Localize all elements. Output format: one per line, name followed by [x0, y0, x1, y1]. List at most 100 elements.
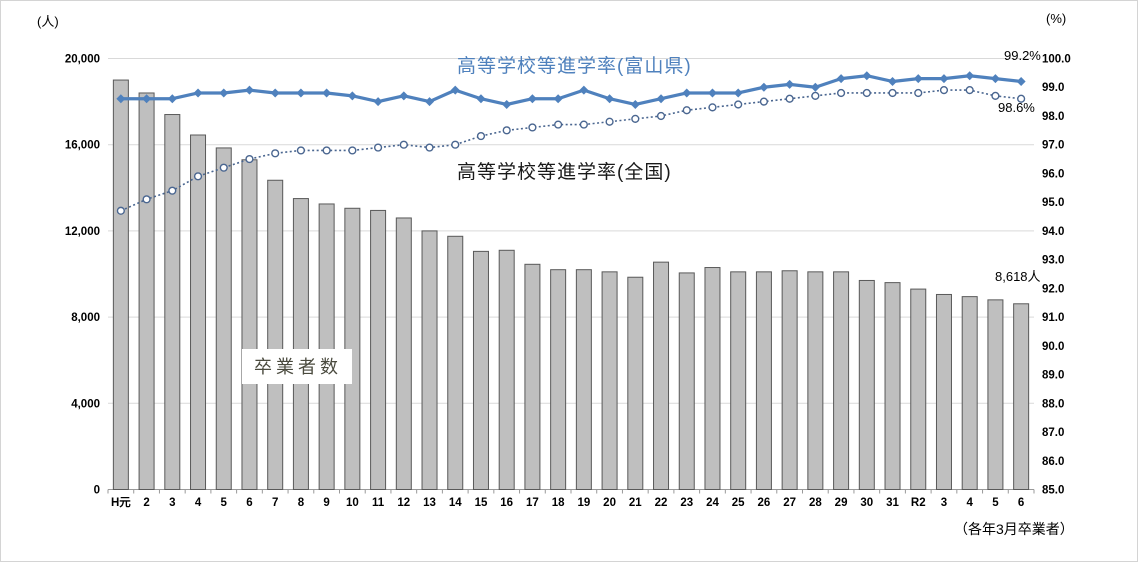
svg-text:3: 3: [169, 497, 175, 509]
bar-R2: [910, 288, 927, 490]
svg-text:29: 29: [835, 497, 848, 509]
svg-text:16: 16: [500, 497, 513, 509]
svg-text:99.0: 99.0: [1042, 82, 1064, 94]
svg-text:100.0: 100.0: [1042, 54, 1071, 66]
national-series-label: 高等学校等進学率(全国): [457, 162, 672, 183]
svg-text:31: 31: [886, 497, 899, 509]
bar-27: [781, 270, 798, 490]
svg-text:93.0: 93.0: [1042, 255, 1064, 267]
left-axis-labels: 20,000 16,000 12,000 8,000 4,000 0: [65, 54, 100, 497]
svg-text:98.0: 98.0: [1042, 111, 1064, 123]
svg-text:0: 0: [94, 485, 100, 497]
toyama-series-label: 高等学校等進学率(富山県): [457, 56, 692, 77]
left-axis-unit-label: (人): [37, 14, 59, 29]
svg-text:21: 21: [629, 497, 642, 509]
svg-text:23: 23: [680, 497, 693, 509]
bar-19: [575, 269, 592, 490]
bar-25: [730, 271, 747, 490]
svg-text:9: 9: [323, 497, 329, 509]
bar-H元: [112, 79, 129, 491]
bar-24: [704, 267, 721, 490]
bar-9: [318, 203, 335, 490]
svg-text:91.0: 91.0: [1042, 312, 1064, 324]
bar-23: [678, 272, 695, 490]
svg-text:5: 5: [221, 497, 228, 509]
svg-text:92.0: 92.0: [1042, 283, 1064, 295]
bar-15: [472, 250, 489, 490]
svg-text:26: 26: [758, 497, 771, 509]
svg-text:85.0: 85.0: [1042, 485, 1064, 497]
bar-30: [858, 279, 875, 490]
svg-text:18: 18: [552, 497, 565, 509]
bar-29: [833, 271, 850, 490]
svg-text:24: 24: [706, 497, 719, 509]
toyama-rate-line-series: [116, 71, 1026, 109]
svg-text:10: 10: [346, 497, 359, 509]
right-axis-labels: 100.0 99.0 98.0 97.0 96.0 95.0 94.0 93.0 92.0 91.…: [1042, 54, 1071, 497]
bar-4: [190, 134, 207, 490]
svg-text:20: 20: [603, 497, 616, 509]
x-axis-tick-marks: [107, 489, 1035, 494]
bar-11: [370, 209, 387, 491]
svg-text:25: 25: [732, 497, 745, 509]
svg-text:12,000: 12,000: [65, 226, 100, 238]
toyama-last-value-annotation: 99.2%: [1004, 48, 1041, 63]
svg-text:20,000: 20,000: [65, 54, 100, 66]
bar-6: [1013, 303, 1030, 490]
svg-text:86.0: 86.0: [1042, 456, 1064, 468]
svg-text:90.0: 90.0: [1042, 341, 1064, 353]
svg-text:3: 3: [941, 497, 947, 509]
bar-5: [987, 299, 1004, 490]
svg-text:12: 12: [397, 497, 410, 509]
bar-5: [215, 147, 232, 490]
national-last-value-annotation: 98.6%: [998, 100, 1035, 115]
svg-text:5: 5: [992, 497, 999, 509]
graduates-last-value-annotation: 8,618人: [995, 269, 1041, 284]
bar-12: [395, 217, 412, 490]
svg-text:27: 27: [783, 497, 796, 509]
svg-text:14: 14: [449, 497, 462, 509]
x-axis-footnote: （各年3月卒業者）: [954, 521, 1074, 537]
svg-text:H元: H元: [111, 496, 131, 509]
bar-20: [601, 271, 618, 490]
svg-text:87.0: 87.0: [1042, 427, 1064, 439]
graduates-bars-series: [112, 79, 1030, 491]
bar-3: [935, 293, 952, 490]
graduates-series-label: 卒業者数: [242, 349, 352, 384]
bar-14: [447, 235, 464, 490]
svg-text:7: 7: [272, 497, 278, 509]
svg-text:94.0: 94.0: [1042, 226, 1064, 238]
bar-2: [138, 92, 155, 490]
svg-text:6: 6: [246, 497, 252, 509]
right-axis-unit-label: (%): [1046, 11, 1067, 26]
bar-21: [627, 276, 644, 491]
svg-text:4: 4: [966, 497, 973, 509]
bar-26: [755, 271, 772, 490]
bar-3: [164, 114, 181, 490]
bar-6: [241, 159, 258, 490]
svg-text:15: 15: [475, 497, 488, 509]
bar-8: [292, 198, 309, 490]
svg-text:96.0: 96.0: [1042, 168, 1064, 180]
svg-text:4: 4: [195, 497, 202, 509]
bar-22: [653, 261, 670, 490]
svg-text:8,000: 8,000: [71, 312, 100, 324]
svg-text:2: 2: [143, 497, 149, 509]
svg-text:16,000: 16,000: [65, 140, 100, 152]
bar-31: [884, 282, 901, 490]
bar-4: [961, 296, 978, 490]
svg-text:28: 28: [809, 497, 822, 509]
svg-text:89.0: 89.0: [1042, 370, 1064, 382]
svg-text:4,000: 4,000: [71, 398, 100, 410]
svg-text:6: 6: [1018, 497, 1024, 509]
svg-text:22: 22: [655, 497, 668, 509]
svg-text:97.0: 97.0: [1042, 140, 1064, 152]
svg-text:88.0: 88.0: [1042, 398, 1064, 410]
svg-text:17: 17: [526, 497, 539, 509]
bar-17: [524, 263, 541, 490]
svg-text:19: 19: [577, 497, 590, 509]
national-rate-line-series: [116, 86, 1026, 215]
bar-28: [807, 271, 824, 490]
